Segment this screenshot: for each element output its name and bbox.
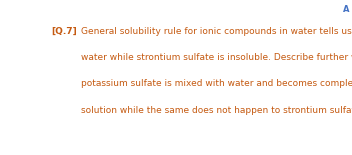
Text: potassium sulfate is mixed with water and becomes completely dissolved to make t: potassium sulfate is mixed with water an… xyxy=(81,80,352,89)
Text: solution while the same does not happen to strontium sulfate (nothing dissolved : solution while the same does not happen … xyxy=(81,106,352,115)
Text: A: A xyxy=(343,5,349,14)
Text: water while strontium sulfate is insoluble. Describe further what actually happe: water while strontium sulfate is insolub… xyxy=(81,53,352,62)
Text: [Q.7]: [Q.7] xyxy=(52,27,77,36)
Text: General solubility rule for ionic compounds in water tells us that potassium sul: General solubility rule for ionic compou… xyxy=(81,27,352,36)
